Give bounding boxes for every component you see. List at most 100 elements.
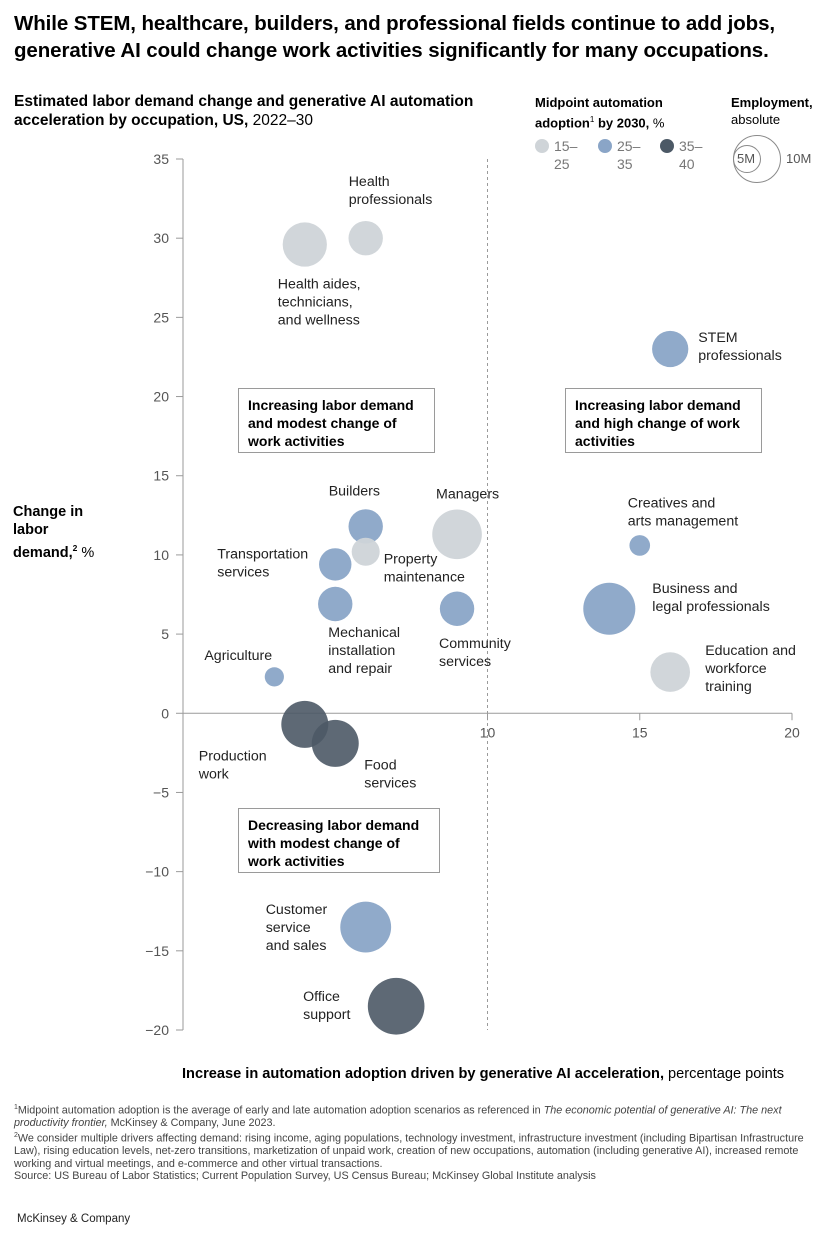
bubble-label: Creatives and arts management [628, 495, 738, 529]
y-tick-label: 15 [153, 468, 169, 484]
size-legend-title: Employment, absolute [731, 94, 831, 128]
legend-item-25-35-line2: 35 [617, 156, 633, 172]
bubble-label-line: Managers [436, 486, 499, 502]
y-tick-label: 25 [153, 309, 169, 325]
bubble-point [264, 667, 284, 687]
bubble-label-line: Food [364, 757, 396, 773]
bubble-label-line: Builders [329, 483, 380, 499]
x-axis-title-regular: percentage points [664, 1066, 785, 1082]
legend-item-15-25: 15– 25 [554, 137, 577, 173]
y-tick-label: 35 [153, 151, 169, 167]
size-legend-small-ring [733, 145, 761, 173]
bubble-label-line: STEM [698, 330, 737, 346]
y-axis-footnote-marker: 2 [72, 543, 78, 553]
x-axis-title-bold: Increase in automation adoption driven b… [182, 1066, 664, 1082]
bubble-label-line: and repair [328, 661, 392, 677]
bubble-label-line: Health [349, 174, 390, 190]
quadrant-box-increasing-high: Increasing labor demand and high change … [565, 388, 762, 453]
footnote-1-text: Midpoint automation adoption is the aver… [17, 1104, 544, 1117]
size-legend-title-regular: absolute [731, 112, 781, 127]
bubble-label-line: Agriculture [204, 648, 272, 664]
bubble-label: Agriculture [204, 648, 272, 664]
bubble-point [367, 977, 425, 1035]
bubble-point [652, 330, 689, 368]
x-tick-label: 20 [784, 724, 800, 740]
legend-item-25-35-line1: 25– [617, 138, 641, 154]
bubble-label-line: Property [384, 552, 439, 568]
bubble-label-line: arts management [628, 513, 738, 529]
brand-logo-text: McKinsey & Company [17, 1213, 131, 1225]
legend-item-35-40-line2: 40 [679, 156, 695, 172]
legend-item-35-40-line1: 35– [679, 138, 703, 154]
bubble-point [351, 537, 380, 566]
subtitle-bold: Estimated labor demand change and genera… [14, 93, 474, 129]
bubble-label: Transportation services [217, 546, 308, 580]
y-tick-label: 5 [161, 626, 169, 642]
size-legend-5m: 5M [737, 151, 756, 166]
y-axis-title: Change in labor demand,2 % [13, 503, 113, 562]
footnote-2-marker: 2 [14, 1131, 18, 1139]
headline: While STEM, healthcare, builders, and pr… [14, 12, 775, 62]
bubble-label: Education and workforce training [704, 643, 796, 695]
footnote-1: 1Midpoint automation adoption is the ave… [14, 1102, 826, 1130]
x-tick-label: 15 [632, 724, 648, 740]
bubble-label: Property maintenance [384, 552, 465, 586]
chart-bubbles [264, 220, 691, 1035]
bubble-point [629, 535, 651, 556]
quadrant-box-increasing-modest: Increasing labor demand and modest chang… [238, 388, 435, 453]
bubble-label-line: support [303, 1007, 350, 1023]
legend-title-unit: % [649, 115, 665, 131]
bubble-label: Builders [329, 483, 380, 499]
color-legend-title: Midpoint automation adoption1 by 2030, % [535, 94, 695, 131]
bubble-label-line: Customer [266, 902, 328, 918]
chart-point-labels: Health professionals Health aides, technici… [198, 174, 796, 1023]
bubble-point [311, 719, 359, 767]
bubble-label-line: Office [303, 989, 340, 1005]
bubble-label: Health professionals [349, 174, 433, 208]
bubble-label-line: services [364, 775, 416, 791]
bubble-label: Food services [364, 757, 416, 791]
y-tick-label: −10 [145, 864, 169, 880]
bubble-label-line: technicians, [278, 295, 353, 311]
y-axis-title-bold: Change in labor demand, [13, 504, 84, 561]
bubble-label-line: professionals [349, 192, 433, 208]
bubble-label: Health aides, technicians, and wellness [278, 277, 361, 329]
quadrant-box-decreasing-modest: Decreasing labor demand with modest chan… [238, 808, 440, 873]
bubble-label: Managers [436, 486, 499, 502]
bubble-point [318, 586, 353, 622]
bubble-label-line: services [439, 654, 491, 670]
bubble-point [282, 222, 327, 267]
x-tick-label: 10 [480, 724, 496, 740]
y-tick-label: 10 [153, 547, 169, 563]
bubble-label: Business and legal professionals [652, 581, 770, 615]
legend-swatch-25-35 [598, 139, 612, 153]
bubble-point [348, 220, 383, 256]
legend-item-15-25-line1: 15– [554, 138, 578, 154]
y-tick-label: −15 [145, 943, 169, 959]
bubble-label-line: installation [328, 643, 395, 659]
bubble-label-line: Transportation [217, 546, 308, 562]
footnote-2-text: We consider multiple drivers affecting d… [14, 1132, 804, 1170]
bubble-label-line: service [266, 920, 311, 936]
bubble-label-line: workforce [704, 661, 767, 677]
legend-title-part2: by 2030, [594, 115, 650, 131]
bubble-label-line: Production [199, 748, 267, 764]
bubble-label-line: Community [439, 636, 512, 652]
bubble-label-line: work [198, 766, 230, 782]
bubble-label-line: Business and [652, 581, 737, 597]
bubble-label-line: training [705, 679, 752, 695]
footnote-1-marker: 1 [14, 1104, 18, 1111]
y-axis-unit: % [77, 544, 95, 561]
bubble-label: Mechanical installation and repair [328, 625, 400, 677]
bubble-point [583, 582, 636, 635]
footnote-2: 2We consider multiple drivers affecting … [14, 1130, 826, 1170]
bubble-point [432, 509, 482, 560]
y-tick-label: −20 [145, 1022, 169, 1038]
legend-swatch-15-25 [535, 139, 549, 153]
bubble-label-line: and sales [266, 938, 327, 954]
bubble-label: Community services [439, 636, 512, 670]
bubble-label-line: and wellness [278, 313, 360, 329]
bubble-point [439, 591, 475, 626]
bubble-point [319, 548, 352, 581]
bubble-label-line: Education and [705, 643, 796, 659]
